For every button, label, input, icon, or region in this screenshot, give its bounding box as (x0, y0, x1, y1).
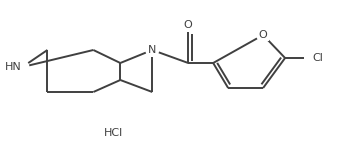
Text: Cl: Cl (312, 53, 323, 63)
Text: HCl: HCl (104, 128, 123, 138)
Text: O: O (259, 30, 268, 40)
Text: O: O (184, 20, 192, 30)
Text: N: N (148, 45, 156, 55)
Text: HN: HN (5, 62, 21, 72)
